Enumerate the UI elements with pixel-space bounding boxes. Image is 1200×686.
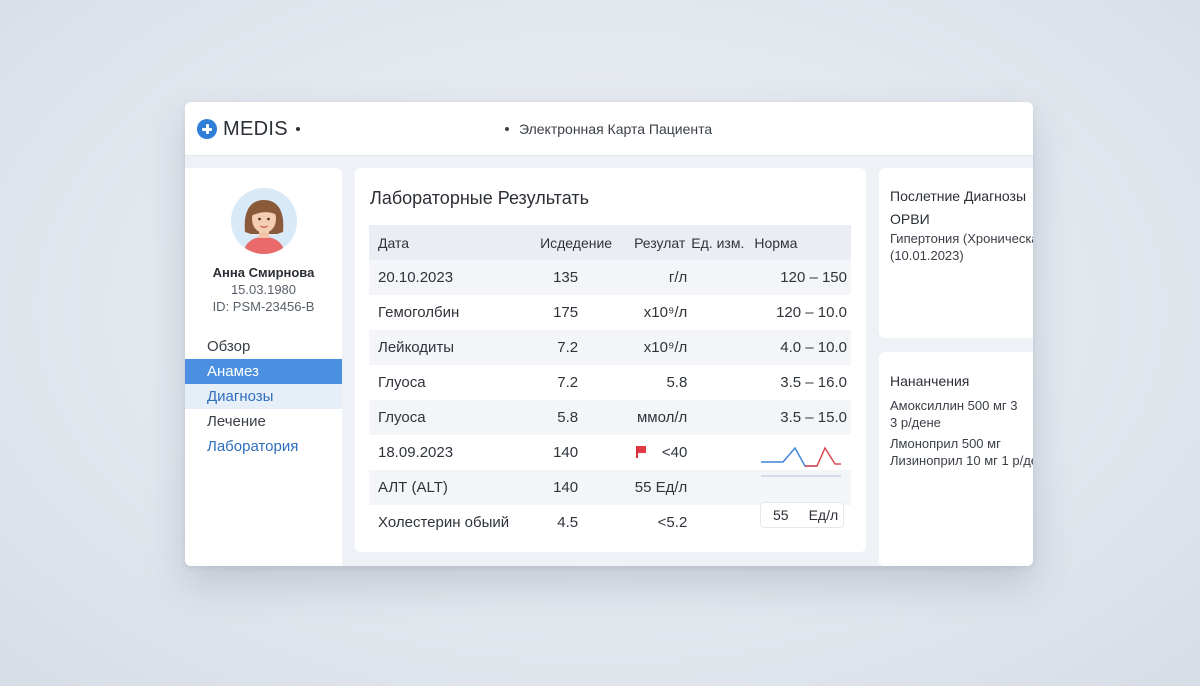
table-row[interactable]: Глуоса 5.8 ммол/л 3.5 – 15.0 — [369, 400, 851, 435]
table-row[interactable]: 20.10.2023 135 г/л 120 – 150 — [369, 260, 851, 295]
app-logo[interactable]: MEDIS — [197, 118, 300, 140]
lab-results-title: Лабораторные Результать — [370, 188, 589, 208]
cell-col3: <40 — [618, 435, 692, 470]
cell-col5: 4.0 – 10.0 — [750, 330, 851, 365]
cell-col3: x10⁹/л — [618, 295, 692, 330]
avatar — [231, 188, 297, 254]
diagnosis-line: ОРВИ — [890, 211, 930, 227]
flag-icon — [635, 446, 646, 458]
cell-col3: 55 Ед/л — [618, 470, 692, 505]
patient-dob: 15.03.1980 — [230, 282, 297, 297]
sidebar-item-laboratory[interactable]: Лаборатория — [207, 438, 299, 455]
cell-col1: 20.10.2023 — [369, 260, 516, 295]
cell-col2: 135 — [515, 260, 619, 295]
cell-col4 — [691, 330, 751, 365]
cell-col4 — [691, 470, 751, 505]
prescriptions-card: Нананчения Амоксиллин 500 мг 3 3 р/дене … — [879, 352, 1033, 566]
cell-col2: 175 — [515, 295, 619, 330]
sidebar: Анна Смирнова 15.03.1980 ID: PSM-23456-B… — [185, 168, 342, 566]
cell-col4 — [691, 435, 751, 470]
sparkline-red-line — [805, 446, 841, 467]
cell-col5: 3.5 – 16.0 — [750, 365, 851, 400]
prescription-line: 3 р/дене — [890, 415, 941, 430]
sidebar-item-overview[interactable]: Обзор — [207, 338, 251, 355]
cell-col1: Глуоса — [369, 365, 516, 400]
prescription-line: Лизиноприл 10 мг 1 р/де — [890, 453, 1033, 468]
cell-col4 — [691, 260, 751, 295]
cell-col1: АЛТ (ALT) — [369, 470, 516, 505]
cell-col4 — [691, 365, 751, 400]
cell-col5: 120 – 150 — [750, 260, 851, 295]
app-header: MEDIS Электронная Карта Пациента — [185, 102, 1033, 156]
cell-col1: Лейкодиты — [369, 330, 516, 365]
trend-sparkline — [761, 446, 841, 477]
app-window: MEDIS Электронная Карта Пациента Анна См… — [185, 102, 1033, 566]
table-row[interactable]: 18.09.2023 140 <40 — [369, 435, 851, 470]
table-row[interactable]: Глуоса 7.2 5.8 3.5 – 16.0 — [369, 365, 851, 400]
column-header-date[interactable]: Дата — [369, 225, 516, 260]
cell-col5: 3.5 – 15.0 — [750, 400, 851, 435]
cell-col3: 5.8 — [618, 365, 692, 400]
cell-col3: ммол/л — [618, 400, 692, 435]
cell-col4 — [691, 295, 751, 330]
cell-col1: Гемоголбин — [369, 295, 516, 330]
table-row[interactable]: Гемоголбин 175 x10⁹/л 120 – 10.0 — [369, 295, 851, 330]
patient-name: Анна Смирнова — [212, 265, 315, 280]
cell-col1: Глуоса — [369, 400, 516, 435]
column-header-norm[interactable]: Норма — [750, 225, 851, 260]
bullet-icon — [505, 127, 509, 131]
diagnosis-line: (10.01.2023) — [890, 248, 964, 263]
table-header-row: Дата Исдедение Резулат Ед. изм. Норма — [369, 225, 851, 260]
sidebar-nav: Обзор Анамез Диагнозы Лечение Лаборатори… — [185, 334, 342, 459]
cell-col2: 140 — [515, 435, 619, 470]
cell-col2: 7.2 — [515, 365, 619, 400]
cell-col3-text: <40 — [661, 444, 688, 461]
cell-col4 — [691, 400, 751, 435]
table-row[interactable]: Лейкодиты 7.2 x10⁹/л 4.0 – 10.0 — [369, 330, 851, 365]
prescription-line: Амоксиллин 500 мг 3 — [890, 398, 1018, 413]
value-tooltip: 55 Ед/л — [760, 502, 844, 528]
cell-col5: 120 – 10.0 — [750, 295, 851, 330]
cell-col4 — [691, 505, 751, 540]
column-header-result[interactable]: Резулат — [618, 225, 692, 260]
cell-col2: 140 — [515, 470, 619, 505]
cell-col2: 5.8 — [515, 400, 619, 435]
prescriptions-title: Нананчения — [890, 373, 970, 389]
patient-id: ID: PSM-23456-B — [212, 299, 315, 314]
recent-diagnoses-card: Послетние Диагнозы ОРВИ Гипертония (Хрон… — [879, 168, 1033, 338]
lab-results-panel: Лабораторные Результать Дата Исдедение Р… — [355, 168, 866, 552]
recent-diagnoses-title: Послетние Диагнозы — [890, 188, 1027, 204]
app-name: MEDIS — [223, 117, 288, 140]
cell-col3: <5.2 — [618, 505, 692, 540]
cell-col1: Холестерин обыий — [369, 505, 516, 540]
diagnosis-line: Гипертония (Хроническа — [890, 231, 1033, 246]
patient-avatar-icon — [231, 188, 297, 254]
cell-col2: 7.2 — [515, 330, 619, 365]
header-title-text: Электронная Карта Пациента — [519, 121, 713, 137]
column-header-units[interactable]: Ед. изм. — [691, 225, 751, 260]
sparkline-blue-line — [761, 446, 817, 467]
sidebar-item-treatment[interactable]: Лечение — [207, 413, 266, 430]
table-row[interactable]: АЛТ (ALT) 140 55 Ед/л — [369, 470, 851, 505]
cell-col3: x10⁹/л — [618, 330, 692, 365]
sidebar-item-diagnoses[interactable]: Диагнозы — [185, 384, 342, 409]
tooltip-value: 55 — [773, 507, 789, 523]
cell-col1: 18.09.2023 — [369, 435, 516, 470]
sidebar-item-anamnesis[interactable]: Анамез — [185, 359, 342, 384]
medical-cross-icon — [197, 119, 217, 139]
column-header-test[interactable]: Исдедение — [515, 225, 619, 260]
header-title: Электронная Карта Пациента — [505, 121, 712, 137]
prescription-line: Лмоноприл 500 мг — [890, 436, 1001, 451]
tooltip-unit: Ед/л — [808, 507, 839, 523]
cell-col2: 4.5 — [515, 505, 619, 540]
lab-results-table: Дата Исдедение Резулат Ед. изм. Норма 20… — [369, 225, 851, 540]
logo-dot — [295, 127, 300, 131]
cell-col3: г/л — [618, 260, 692, 295]
